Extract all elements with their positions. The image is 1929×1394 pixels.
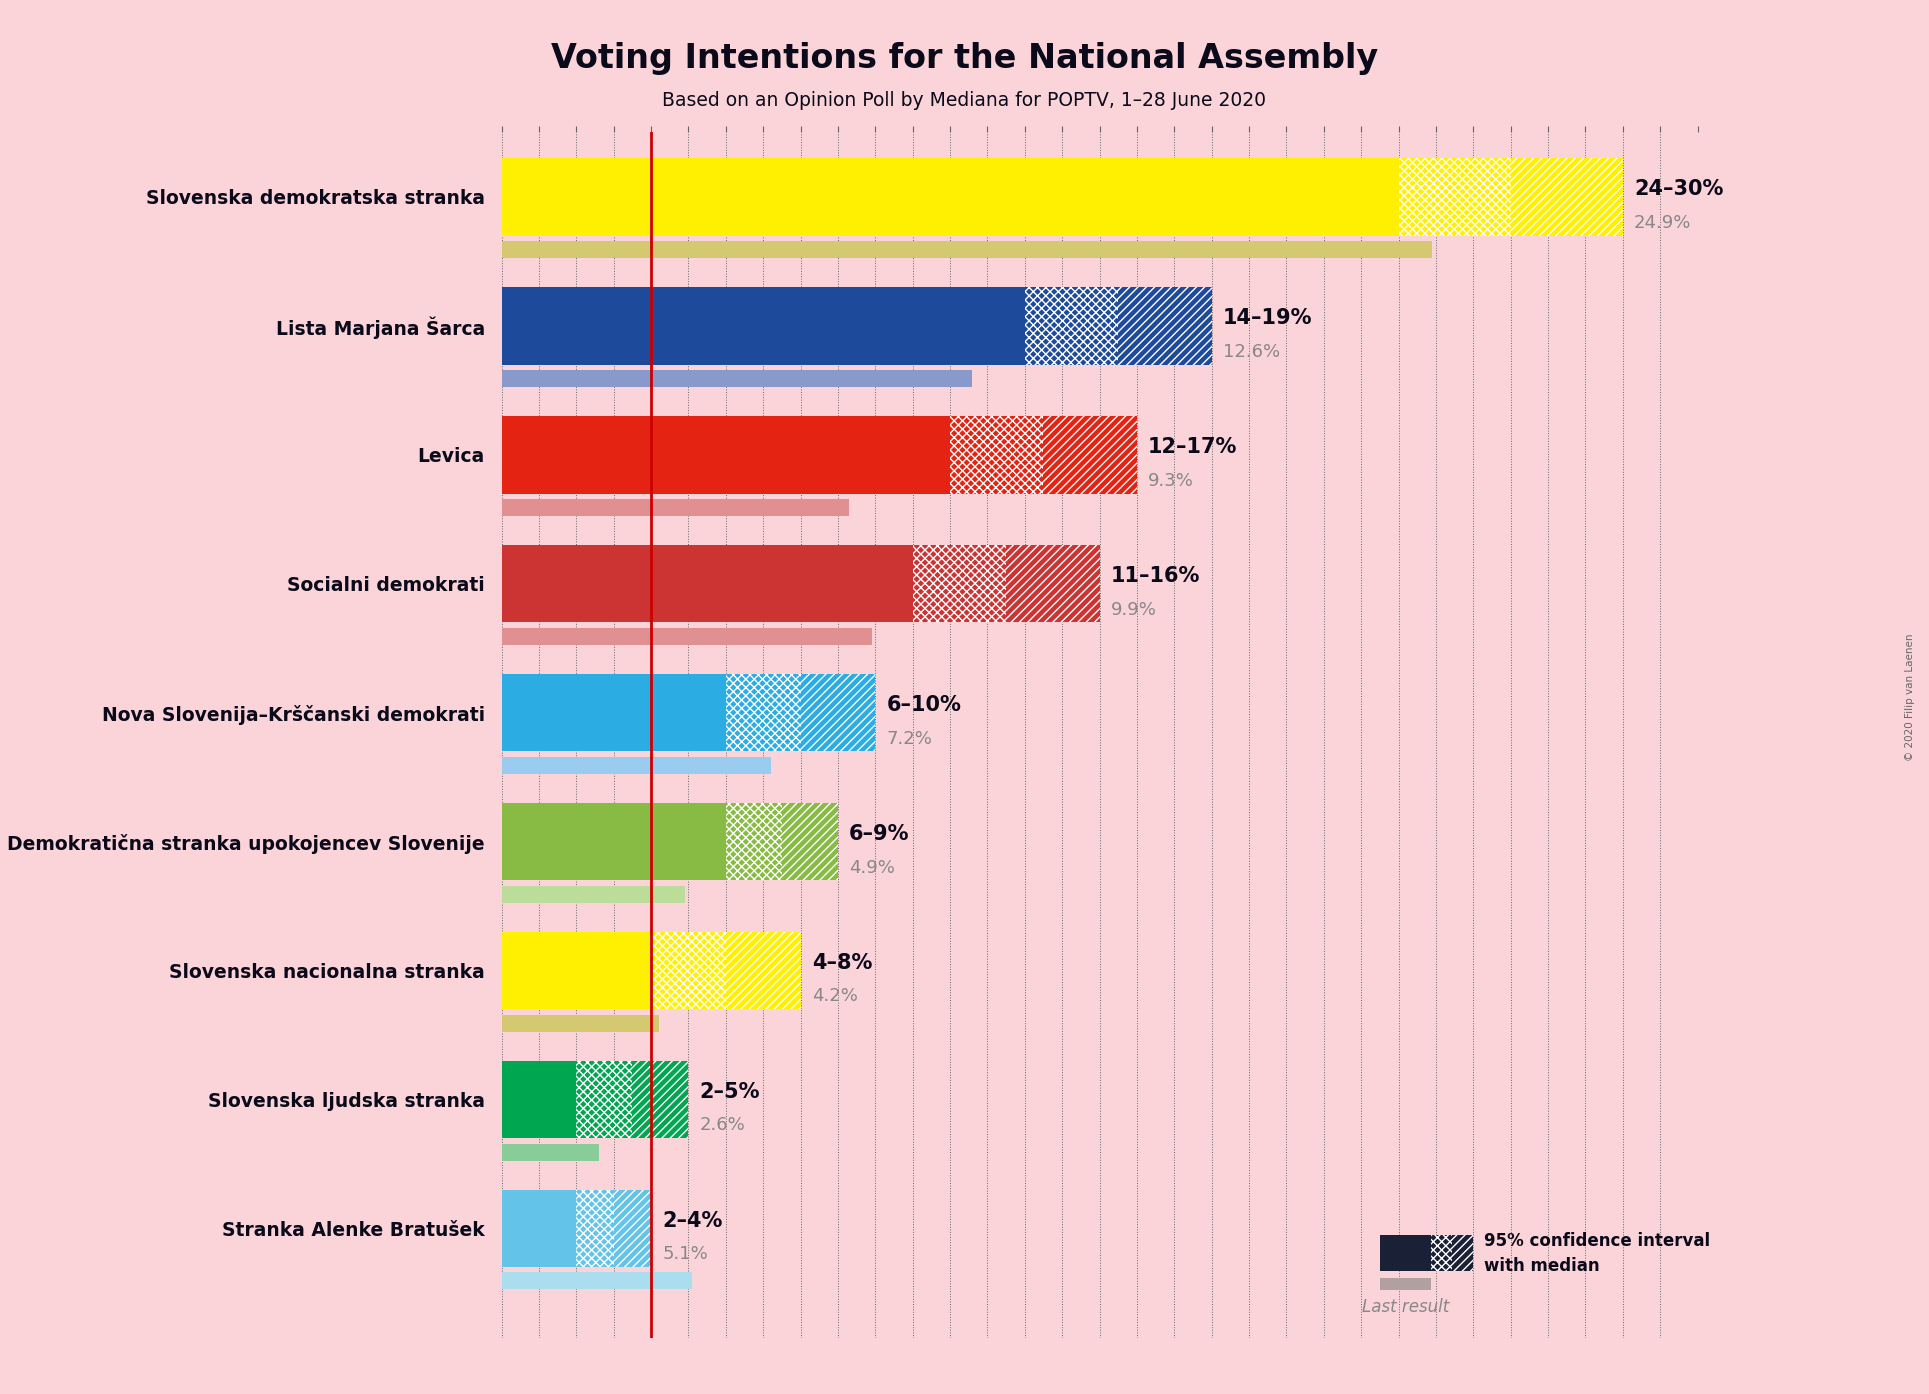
Text: 9.9%: 9.9%: [1111, 601, 1157, 619]
Bar: [502, 1061, 577, 1139]
Bar: [577, 1061, 633, 1139]
Bar: [502, 545, 912, 623]
Bar: [801, 675, 876, 751]
Text: Based on an Opinion Poll by Mediana for POPTV, 1–28 June 2020: Based on an Opinion Poll by Mediana for …: [662, 91, 1267, 110]
Text: 2–5%: 2–5%: [700, 1082, 760, 1101]
Bar: [1024, 287, 1119, 365]
Bar: [502, 287, 1024, 365]
Text: 5.1%: 5.1%: [662, 1245, 708, 1263]
Text: 4.2%: 4.2%: [812, 987, 858, 1005]
Bar: [502, 241, 1431, 258]
Bar: [502, 675, 725, 751]
Bar: [502, 369, 972, 386]
Bar: [781, 803, 837, 881]
Bar: [1379, 1235, 1431, 1271]
Text: 95% confidence interval
with median: 95% confidence interval with median: [1485, 1232, 1711, 1274]
Bar: [502, 417, 949, 493]
Bar: [1119, 287, 1211, 365]
Text: 14–19%: 14–19%: [1223, 308, 1312, 328]
Bar: [1379, 1278, 1431, 1289]
Text: 11–16%: 11–16%: [1111, 566, 1200, 585]
Text: 2–4%: 2–4%: [662, 1211, 723, 1231]
Bar: [912, 545, 1007, 623]
Bar: [1044, 417, 1136, 493]
Bar: [613, 1190, 652, 1267]
Bar: [577, 1190, 613, 1267]
Bar: [502, 1143, 598, 1161]
Text: 6–9%: 6–9%: [849, 824, 910, 843]
Bar: [1431, 1235, 1453, 1271]
Bar: [502, 757, 772, 774]
Bar: [502, 627, 872, 644]
Text: 24.9%: 24.9%: [1634, 213, 1692, 231]
Bar: [652, 933, 725, 1009]
Bar: [502, 159, 1399, 236]
Text: Last result: Last result: [1362, 1298, 1449, 1316]
Bar: [502, 1273, 693, 1289]
Bar: [1007, 545, 1100, 623]
Bar: [633, 1061, 689, 1139]
Bar: [502, 499, 849, 516]
Bar: [1453, 1235, 1474, 1271]
Bar: [725, 933, 801, 1009]
Text: 9.3%: 9.3%: [1148, 471, 1194, 489]
Bar: [502, 933, 652, 1009]
Text: 4–8%: 4–8%: [812, 953, 872, 973]
Text: 6–10%: 6–10%: [887, 696, 961, 715]
Text: 2.6%: 2.6%: [700, 1117, 745, 1135]
Text: 12–17%: 12–17%: [1148, 438, 1238, 457]
Bar: [1510, 159, 1622, 236]
Bar: [502, 885, 685, 902]
Text: © 2020 Filip van Laenen: © 2020 Filip van Laenen: [1906, 633, 1915, 761]
Text: Voting Intentions for the National Assembly: Voting Intentions for the National Assem…: [552, 42, 1377, 75]
Bar: [502, 1015, 658, 1032]
Bar: [725, 675, 801, 751]
Text: 4.9%: 4.9%: [849, 859, 895, 877]
Text: 7.2%: 7.2%: [887, 729, 932, 747]
Text: 12.6%: 12.6%: [1223, 343, 1281, 361]
Bar: [949, 417, 1044, 493]
Bar: [502, 803, 725, 881]
Bar: [725, 803, 781, 881]
Bar: [1399, 159, 1510, 236]
Bar: [502, 1190, 577, 1267]
Text: 24–30%: 24–30%: [1634, 180, 1723, 199]
